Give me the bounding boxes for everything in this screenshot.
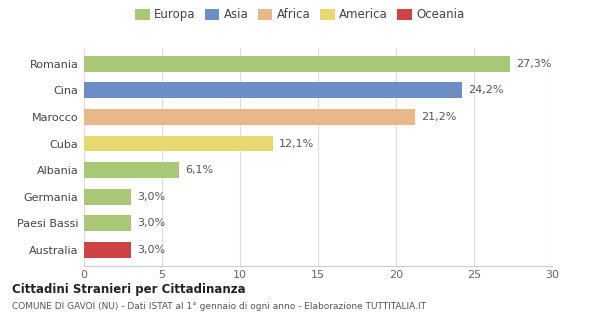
Bar (84, 109, 415, 125)
Text: 3,0%: 3,0% (137, 245, 165, 255)
Bar (84, 56, 510, 72)
Text: 3,0%: 3,0% (137, 218, 165, 228)
Bar (84, 162, 179, 178)
Text: 27,3%: 27,3% (516, 59, 551, 69)
Text: 3,0%: 3,0% (137, 192, 165, 202)
Bar (84, 136, 273, 151)
Legend: Europa, Asia, Africa, America, Oceania: Europa, Asia, Africa, America, Oceania (133, 6, 467, 24)
Text: 24,2%: 24,2% (468, 85, 503, 95)
Text: 12,1%: 12,1% (279, 139, 314, 148)
Text: COMUNE DI GAVOI (NU) - Dati ISTAT al 1° gennaio di ogni anno - Elaborazione TUTT: COMUNE DI GAVOI (NU) - Dati ISTAT al 1° … (12, 302, 426, 311)
Text: 21,2%: 21,2% (421, 112, 457, 122)
Text: 6,1%: 6,1% (185, 165, 214, 175)
Bar (84, 215, 131, 231)
Text: Cittadini Stranieri per Cittadinanza: Cittadini Stranieri per Cittadinanza (12, 283, 245, 296)
Bar (84, 242, 131, 258)
Bar (84, 83, 461, 99)
Bar (84, 189, 131, 204)
